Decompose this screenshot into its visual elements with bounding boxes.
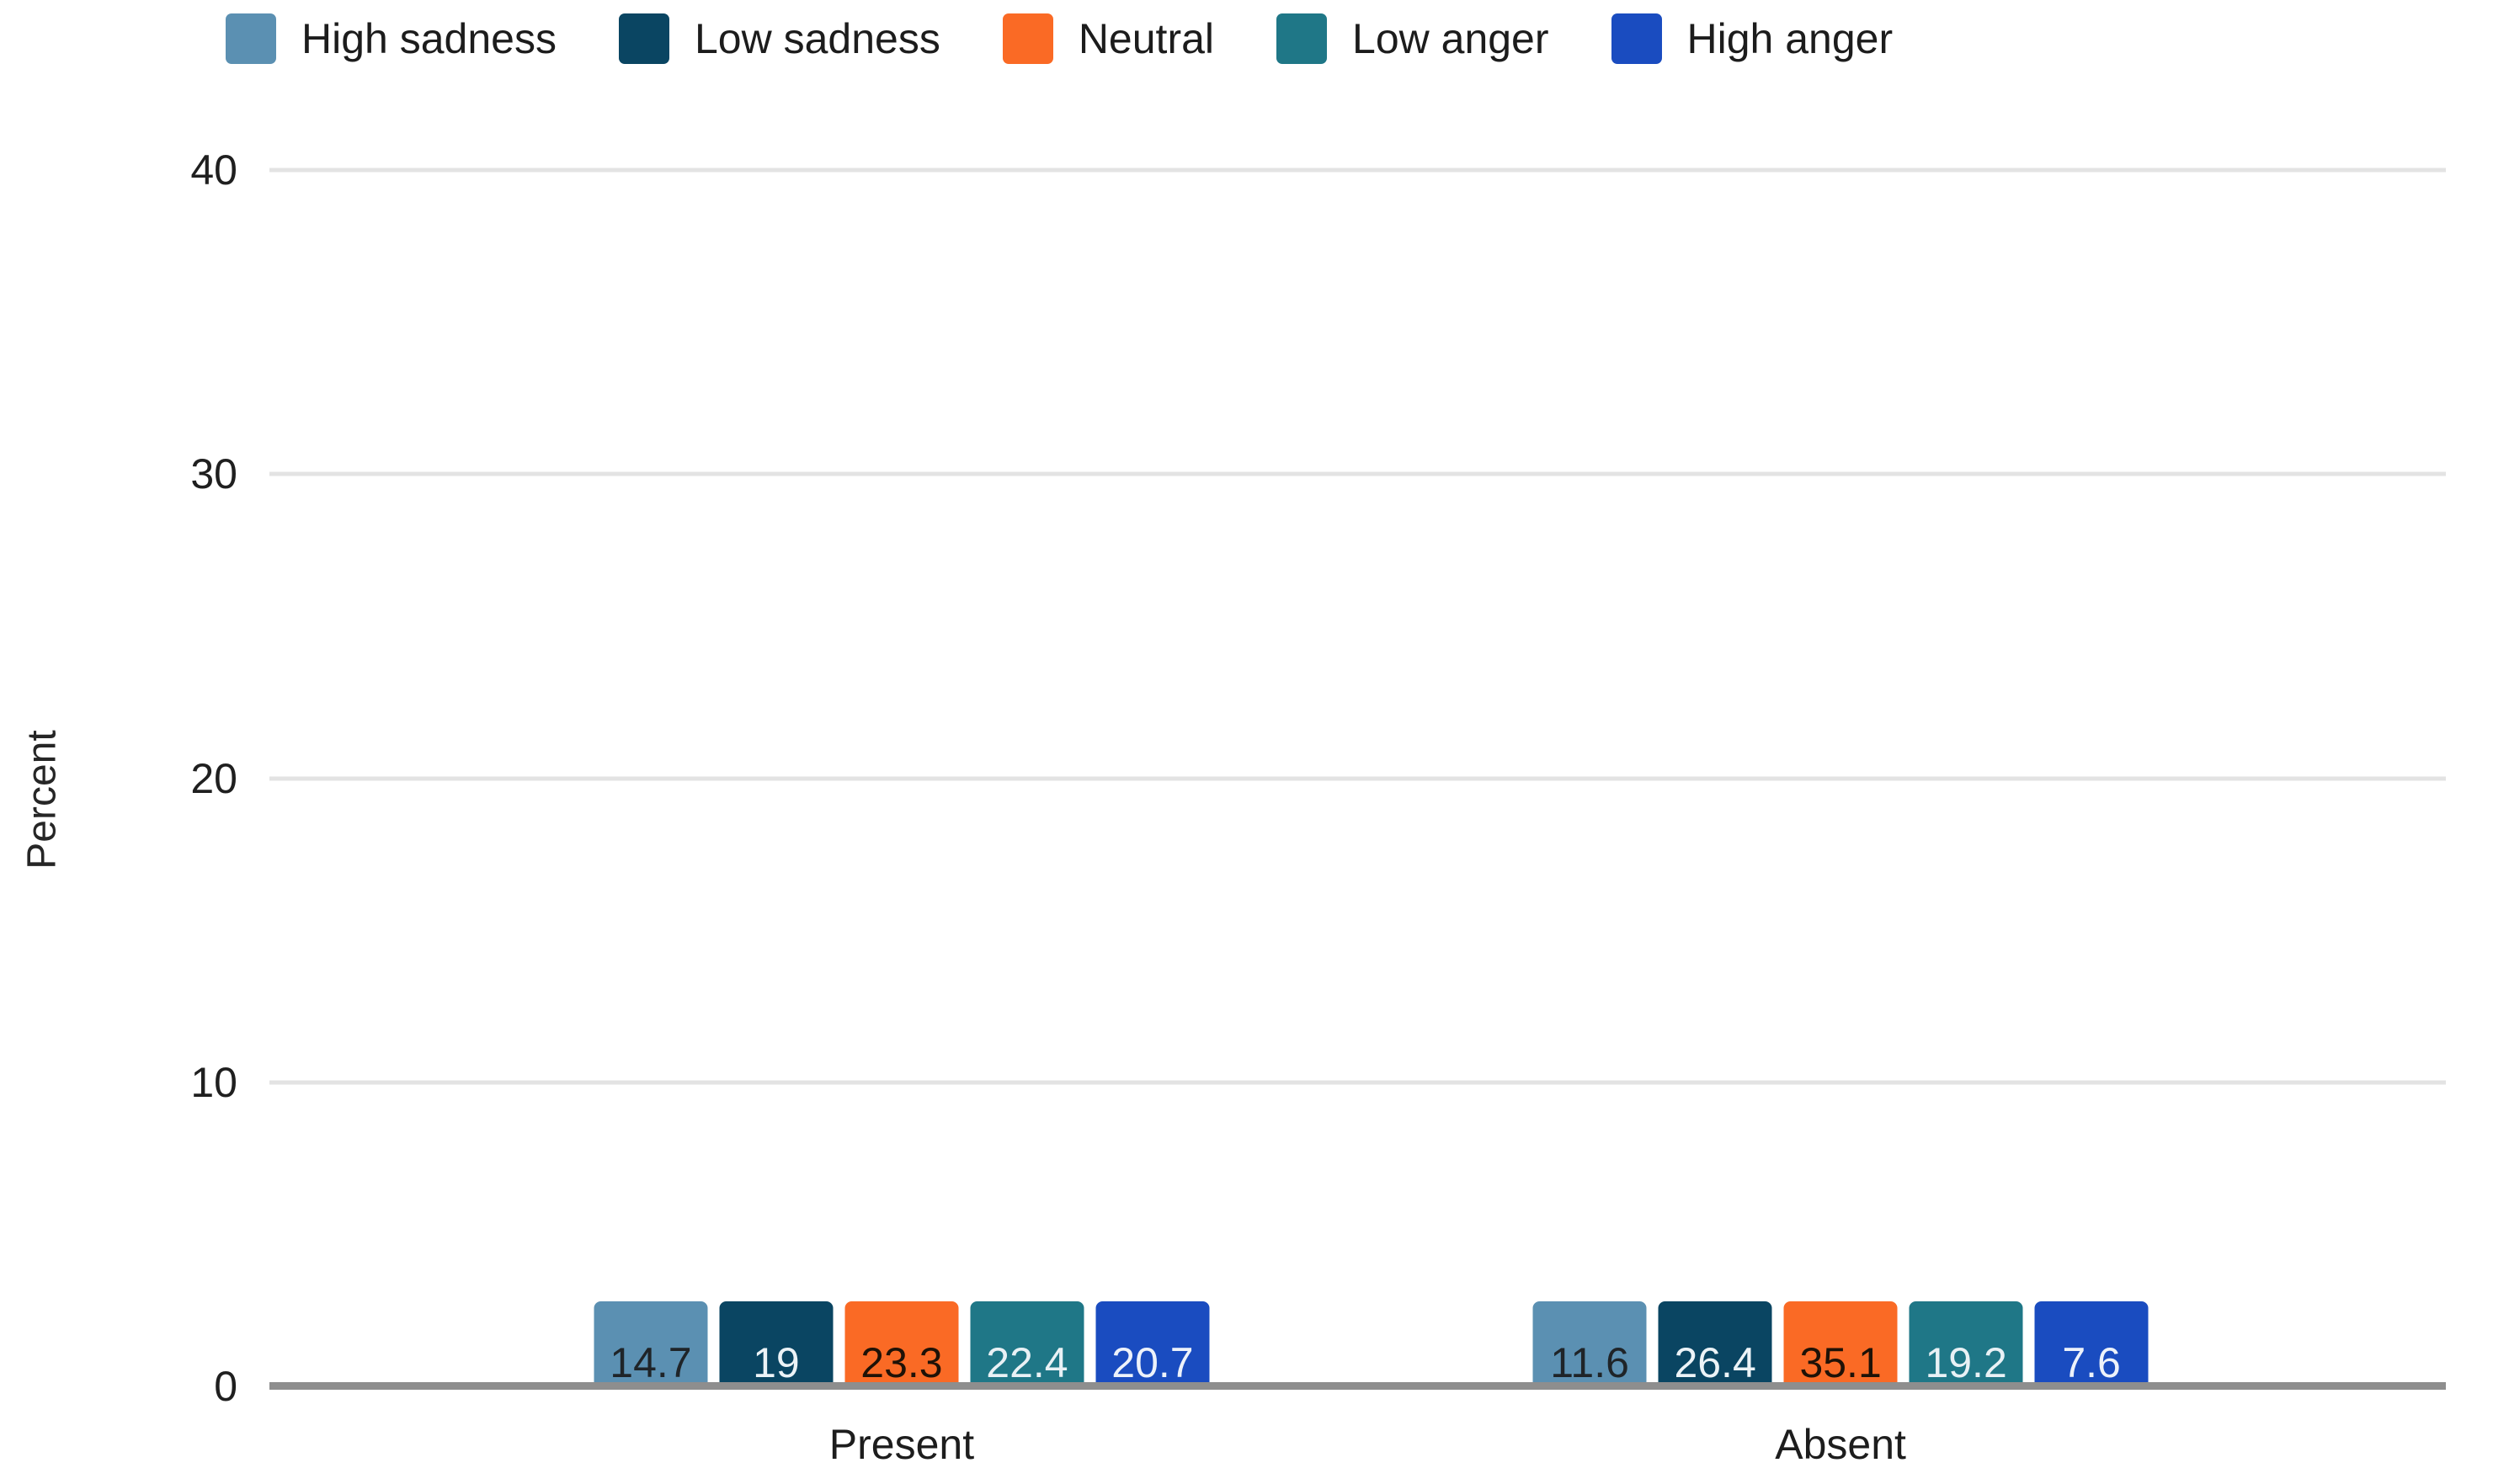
legend-swatch — [618, 13, 669, 64]
y-tick-label: 30 — [190, 450, 237, 498]
bar: 7.6 — [2034, 1301, 2149, 1386]
bar: 23.3 — [844, 1301, 959, 1386]
gridline — [269, 471, 2446, 476]
legend-item: Neutral — [1002, 13, 1215, 64]
legend-swatch — [1611, 13, 1662, 64]
legend-item: Low sadness — [618, 13, 940, 64]
bar-group-present: 14.7 19 23.3 22.4 20.7 — [594, 1301, 1210, 1386]
bar: 14.7 — [594, 1301, 708, 1386]
bar-value-label: 23.3 — [860, 1339, 943, 1386]
x-category-label: Absent — [1775, 1421, 1906, 1468]
y-axis-tick-labels: 0 10 20 30 40 — [0, 149, 237, 1407]
legend-item: High anger — [1611, 13, 1894, 64]
legend-swatch — [226, 13, 276, 64]
bar: 11.6 — [1532, 1301, 1647, 1386]
y-tick-label: 40 — [190, 146, 237, 194]
gridline — [269, 1080, 2446, 1085]
legend-item: High sadness — [226, 13, 557, 64]
legend-label: High sadness — [301, 15, 557, 62]
bar-value-label: 35.1 — [1799, 1339, 1882, 1386]
bar-value-label: 26.4 — [1674, 1339, 1756, 1386]
bar-value-label: 20.7 — [1111, 1339, 1194, 1386]
legend: High sadness Low sadness Neutral Low anger H… — [226, 13, 1893, 64]
y-tick-label: 20 — [190, 754, 237, 802]
legend-swatch — [1002, 13, 1053, 64]
y-tick-label: 10 — [190, 1058, 237, 1106]
bar-value-label: 19.2 — [1925, 1339, 2007, 1386]
bar-value-label: 7.6 — [2062, 1339, 2121, 1386]
bar-group-absent: 11.6 26.4 35.1 19.2 7.6 — [1532, 1301, 2149, 1386]
gridline — [269, 776, 2446, 780]
bar: 20.7 — [1095, 1301, 1210, 1386]
gridline — [269, 168, 2446, 173]
bar-value-label: 14.7 — [610, 1339, 692, 1386]
y-tick-label: 0 — [214, 1363, 237, 1410]
x-axis-line — [269, 1382, 2446, 1390]
legend-label: Low anger — [1352, 15, 1549, 62]
bar: 22.4 — [970, 1301, 1084, 1386]
bar: 26.4 — [1658, 1301, 1772, 1386]
bar: 19 — [719, 1301, 834, 1386]
bar: 35.1 — [1783, 1301, 1898, 1386]
bar-value-label: 19 — [753, 1339, 800, 1386]
legend-label: Low sadness — [694, 15, 940, 62]
legend-swatch — [1276, 13, 1328, 64]
legend-label: Neutral — [1078, 15, 1215, 62]
x-category-label: Present — [828, 1421, 975, 1468]
bar-value-label: 22.4 — [986, 1339, 1068, 1386]
plot-area: 14.7 19 23.3 22.4 20.7 11.6 26.4 35.1 19.2 7.6 — [269, 168, 2446, 1390]
legend-label: High anger — [1686, 15, 1894, 62]
bar-value-label: 11.6 — [1550, 1339, 1629, 1386]
legend-item: Low anger — [1276, 13, 1549, 64]
bar: 19.2 — [1909, 1301, 2023, 1386]
